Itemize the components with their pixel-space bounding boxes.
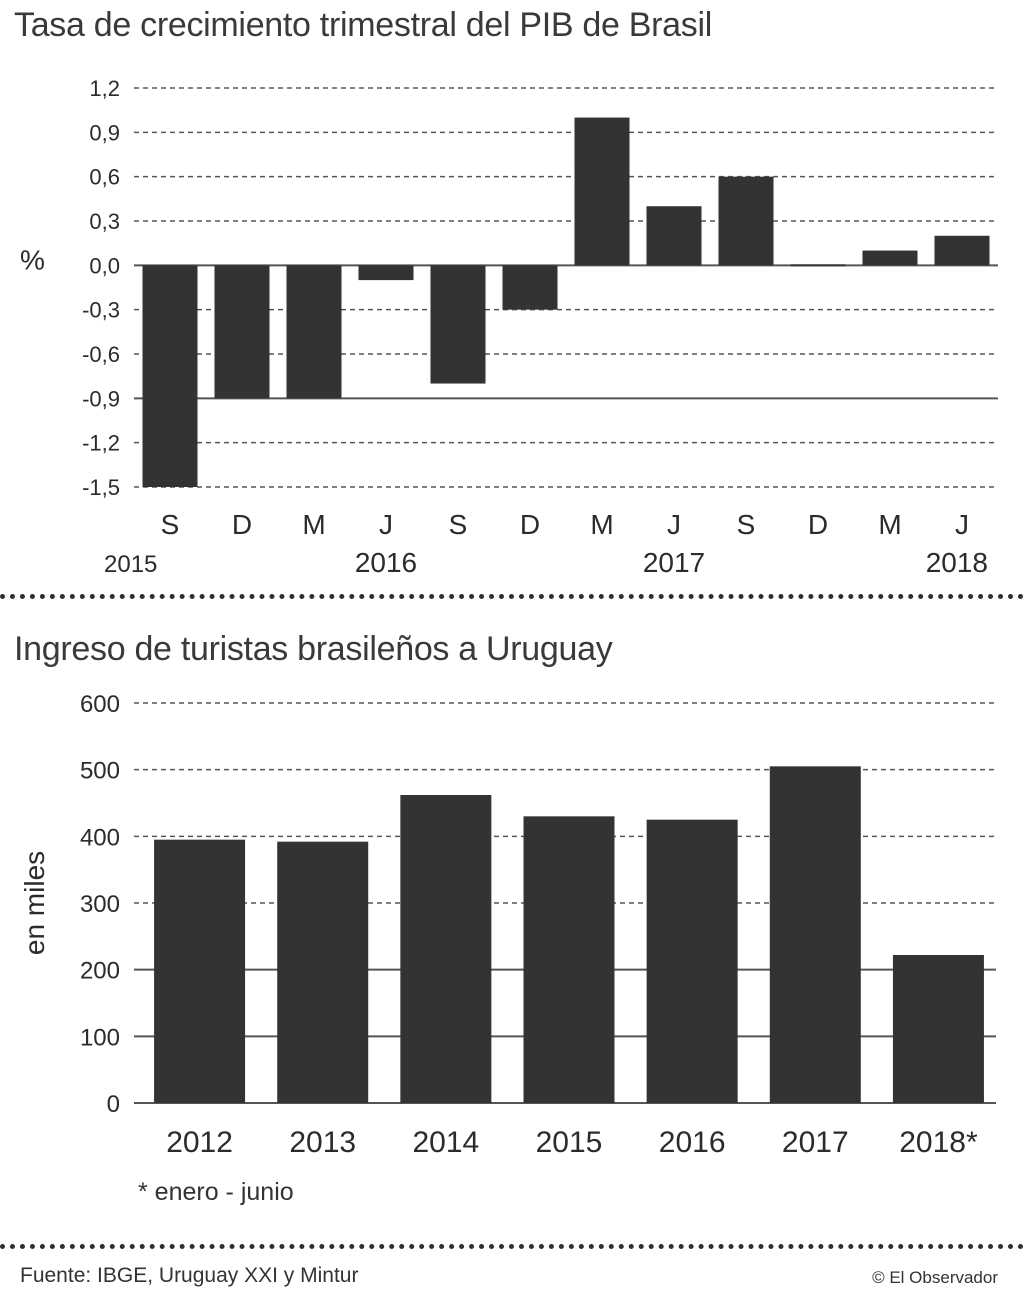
y-tick-label: -1,2 xyxy=(82,431,120,456)
x-tick-label: M xyxy=(302,509,325,540)
bar-1 xyxy=(277,841,369,1103)
x-tick-label: 2017 xyxy=(782,1126,849,1159)
bar-7 xyxy=(646,206,702,266)
bar-5 xyxy=(769,766,861,1103)
bar-4 xyxy=(646,819,738,1103)
y-axis-label: en miles xyxy=(19,851,50,955)
x-tick-label: D xyxy=(808,509,828,540)
y-tick-label: 400 xyxy=(80,824,120,851)
y-tick-label: 500 xyxy=(80,758,120,785)
tourists-chart: 600 500 400 300 200 100 0 en miles 2012 2013 2014 2… xyxy=(19,691,996,1159)
x-tick-label: 2014 xyxy=(412,1126,479,1159)
bar-0 xyxy=(142,265,198,487)
bar-3 xyxy=(358,265,414,281)
x-tick-label: M xyxy=(878,509,901,540)
y-tick-label: 300 xyxy=(80,891,120,918)
x-tick-label: D xyxy=(232,509,252,540)
y-tick-label: -0,9 xyxy=(82,386,120,411)
x-tick-label: M xyxy=(590,509,613,540)
source-note: Fuente: IBGE, Uruguay XXI y Mintur xyxy=(20,1264,359,1287)
bar-4 xyxy=(430,265,486,384)
dotted-separator xyxy=(0,1244,1024,1249)
x-tick-label: J xyxy=(379,509,393,540)
x-tick-label: S xyxy=(161,509,180,540)
y-axis-label: % xyxy=(20,244,45,275)
bar-11 xyxy=(934,235,990,266)
x-tick-label: J xyxy=(667,509,681,540)
x-tick-label: S xyxy=(737,509,756,540)
bar-2 xyxy=(286,265,342,399)
footnote: * enero - junio xyxy=(138,1178,294,1206)
year-label: 2018 xyxy=(926,547,988,578)
chart1-title: Tasa de crecimiento trimestral del PIB d… xyxy=(14,6,712,44)
y-tick-label: 0 xyxy=(107,1091,120,1118)
bar-6 xyxy=(574,117,630,266)
y-tick-label: 100 xyxy=(80,1024,120,1051)
x-tick-label: J xyxy=(955,509,969,540)
dotted-separator xyxy=(0,594,1024,599)
x-tick-label: 2012 xyxy=(166,1126,233,1159)
y-tick-label: 1,2 xyxy=(89,76,120,101)
bar-9 xyxy=(790,264,846,267)
bar-2 xyxy=(400,795,492,1103)
bar-6 xyxy=(892,955,984,1103)
y-tick-label: 600 xyxy=(80,691,120,718)
bar-0 xyxy=(154,839,246,1103)
y-tick-label: 0,3 xyxy=(89,209,120,234)
y-tick-label: -1,5 xyxy=(82,475,120,500)
x-tick-label: 2015 xyxy=(536,1126,603,1159)
x-tick-label: S xyxy=(449,509,468,540)
chart2-title: Ingreso de turistas brasileños a Uruguay xyxy=(14,630,613,668)
y-tick-label: -0,6 xyxy=(82,342,120,367)
x-tick-label: 2013 xyxy=(289,1126,356,1159)
y-tick-label: 0,0 xyxy=(89,253,120,278)
year-label: 2017 xyxy=(643,547,705,578)
gdp-growth-chart: 1,2 0,9 0,6 0,3 0,0 -0,3 -0,6 -0,9 -1,2 -1,5% S D M J… xyxy=(20,76,998,578)
year-label: 2015 xyxy=(104,551,157,578)
year-label: 2016 xyxy=(355,547,417,578)
bar-8 xyxy=(718,176,774,266)
bar-5 xyxy=(502,265,558,310)
x-tick-label: 2018* xyxy=(899,1126,978,1159)
y-tick-label: -0,3 xyxy=(82,298,120,323)
bar-1 xyxy=(214,265,270,399)
bar-10 xyxy=(862,250,918,266)
y-tick-label: 0,6 xyxy=(89,165,120,190)
credit: © El Observador xyxy=(872,1268,998,1287)
bar-3 xyxy=(523,816,615,1103)
y-tick-label: 0,9 xyxy=(89,120,120,145)
x-tick-label: D xyxy=(520,509,540,540)
x-tick-label: 2016 xyxy=(659,1126,726,1159)
y-tick-label: 200 xyxy=(80,958,120,985)
